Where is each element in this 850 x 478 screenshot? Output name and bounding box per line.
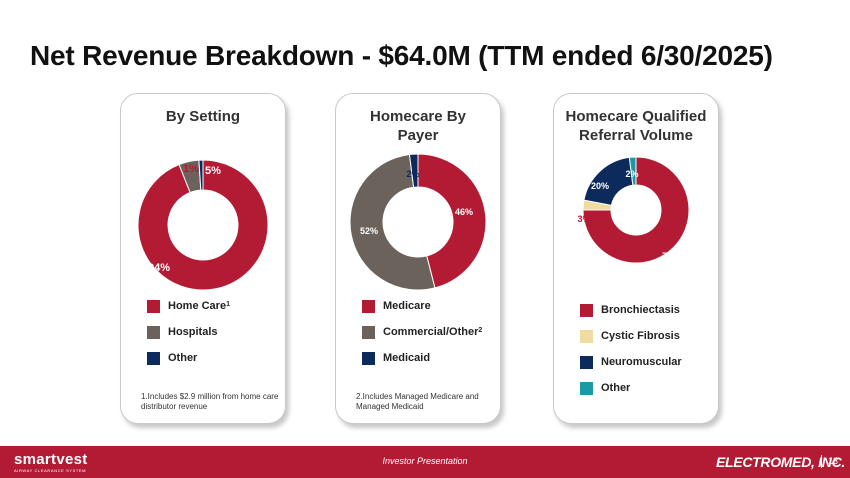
legend-swatch — [362, 300, 375, 313]
data-label: 94% — [148, 262, 170, 274]
legend-label: Neuromuscular — [601, 356, 682, 368]
footer-divider — [821, 455, 822, 468]
data-label: 1% — [183, 163, 199, 175]
donut-slice-home-care — [137, 159, 269, 291]
electromed-logo: ELECTROMED, INC. — [716, 454, 845, 470]
card-by-setting: By Setting 94% 5% 1% Home Care1 Hospitals … — [120, 93, 286, 424]
legend-label: Medicaid — [383, 352, 431, 364]
legend-label: Home Care — [168, 300, 227, 312]
footnote-marker: 2 — [478, 327, 483, 334]
donut-chart-by-setting: 94% 5% 1% — [137, 159, 269, 291]
legend-label: Hospitals — [168, 326, 218, 338]
donut-slice-medicaid — [408, 153, 419, 188]
legend-swatch — [147, 352, 160, 365]
legend-swatch — [580, 356, 593, 369]
chart-title: By Setting — [165, 108, 241, 125]
legend-label: Medicare — [383, 300, 431, 312]
donut-slice-other — [628, 156, 637, 186]
data-label: 52% — [360, 226, 378, 236]
data-label: 3% — [577, 214, 590, 224]
legend-label: Other — [601, 382, 631, 394]
donut-slice-medicare — [417, 153, 487, 289]
footnote-marker: 1 — [226, 301, 230, 308]
legend-label: Bronchiectasis — [601, 304, 680, 316]
legend-swatch — [362, 326, 375, 339]
donut-chart-homecare-by-payer: 46% 52% 2% — [349, 153, 487, 291]
card-referral-volume: Homecare Qualified Referral Volume 75% 3%… — [553, 93, 719, 424]
footnote: 1.Includes $2.9 million from home care d… — [141, 392, 279, 411]
smartvest-logo-tagline: AIRWAY CLEARANCE SYSTEM — [14, 468, 87, 473]
footnote: 2.Includes Managed Medicare and Managed … — [356, 392, 479, 411]
legend-swatch — [580, 382, 593, 395]
donut-slice-other — [198, 159, 204, 191]
legend-swatch — [580, 304, 593, 317]
legend-swatch — [362, 352, 375, 365]
donut-chart-referral-volume: 75% 3% 20% 2% — [577, 156, 690, 264]
page-title: Net Revenue Breakdown - $64.0M (TTM ende… — [30, 40, 773, 71]
chart-title: Homecare By Payer — [370, 108, 466, 144]
legend-swatch — [147, 326, 160, 339]
data-label: 46% — [455, 207, 473, 217]
legend-swatch — [580, 330, 593, 343]
footer-bar: smartvest AIRWAY CLEARANCE SYSTEM Invest… — [0, 446, 850, 478]
data-label: 2% — [406, 169, 419, 179]
donut-slice-bronchiectasis — [582, 156, 690, 264]
footer-caption: Investor Presentation — [382, 456, 468, 466]
legend-label: Other — [168, 352, 198, 364]
smartvest-logo: smartvest — [14, 451, 88, 468]
data-label: 75% — [662, 251, 680, 261]
donut-slice-commercial-other — [349, 153, 436, 291]
legend-label: Commercial/Other — [383, 326, 479, 338]
data-label: 2% — [625, 169, 638, 179]
page-number: 13 — [828, 456, 839, 466]
data-label: 5% — [205, 165, 221, 177]
data-label: 20% — [591, 181, 609, 191]
legend-swatch — [147, 300, 160, 313]
card-homecare-by-payer: Homecare By Payer 46% 52% 2% Medicare Comm… — [335, 93, 501, 424]
legend-label: Cystic Fibrosis — [601, 330, 680, 342]
chart-title: Homecare Qualified Referral Volume — [565, 108, 707, 144]
